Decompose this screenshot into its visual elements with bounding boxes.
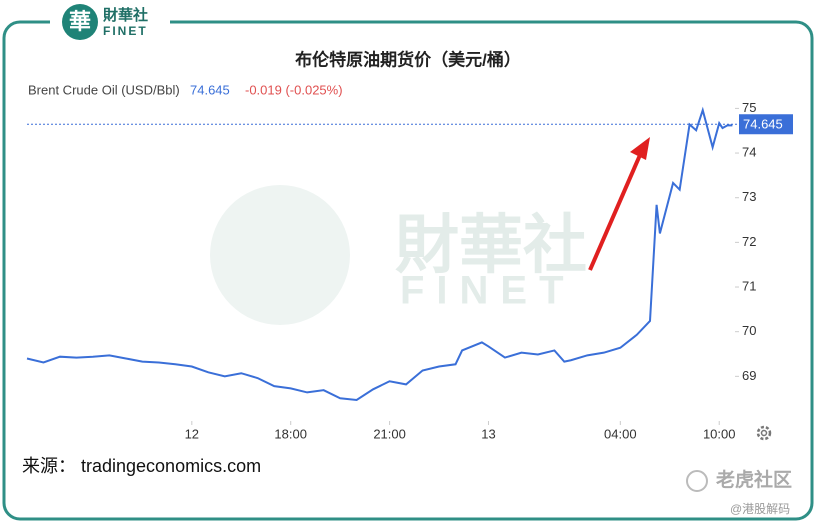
legend-value: 74.645	[190, 82, 230, 97]
y-tick-label: 72	[742, 234, 756, 249]
legend-name: Brent Crude Oil (USD/Bbl)	[28, 82, 180, 97]
watermark-en: FINET	[400, 269, 576, 313]
frame	[2, 20, 814, 521]
logo-circle	[62, 4, 98, 40]
handle: @港股解码	[730, 502, 790, 516]
brand-icon	[686, 470, 708, 492]
x-tick-label: 21:00	[373, 426, 406, 441]
legend-change: -0.019 (-0.025%)	[245, 82, 343, 97]
y-tick-label: 69	[742, 368, 756, 383]
logo-en: FINET	[103, 24, 148, 38]
y-tick-label: 71	[742, 278, 756, 293]
watermark-circle	[210, 185, 350, 325]
x-tick-label: 12	[185, 426, 199, 441]
source: 来源： tradingeconomics.com	[22, 456, 261, 476]
current-value-tag	[739, 114, 793, 135]
arrow-shaft	[588, 154, 642, 271]
gear[interactable]	[756, 425, 772, 441]
logo-char: 華	[69, 9, 91, 34]
current-value-label: 74.645	[743, 117, 783, 132]
chart-title: 布伦特原油期货价（美元/桶）	[295, 49, 521, 69]
x-tick-label: 04:00	[604, 426, 637, 441]
x-tick-label: 18:00	[274, 426, 307, 441]
price-line	[26, 106, 733, 402]
y-tick-label: 75	[742, 100, 756, 115]
y-tick-label: 74	[742, 144, 756, 159]
x-tick-label: 10:00	[703, 426, 736, 441]
y-tick-label: 70	[742, 323, 756, 338]
brand: 老虎社区	[716, 468, 792, 491]
settings-icon[interactable]	[756, 425, 772, 441]
watermark-cn: 財華社	[395, 209, 587, 281]
logo-cn: 財華社	[102, 6, 148, 24]
arrow-head	[630, 137, 650, 160]
gear-hole[interactable]	[760, 429, 768, 437]
x-tick-label: 13	[481, 426, 495, 441]
y-tick-label: 73	[742, 189, 756, 204]
